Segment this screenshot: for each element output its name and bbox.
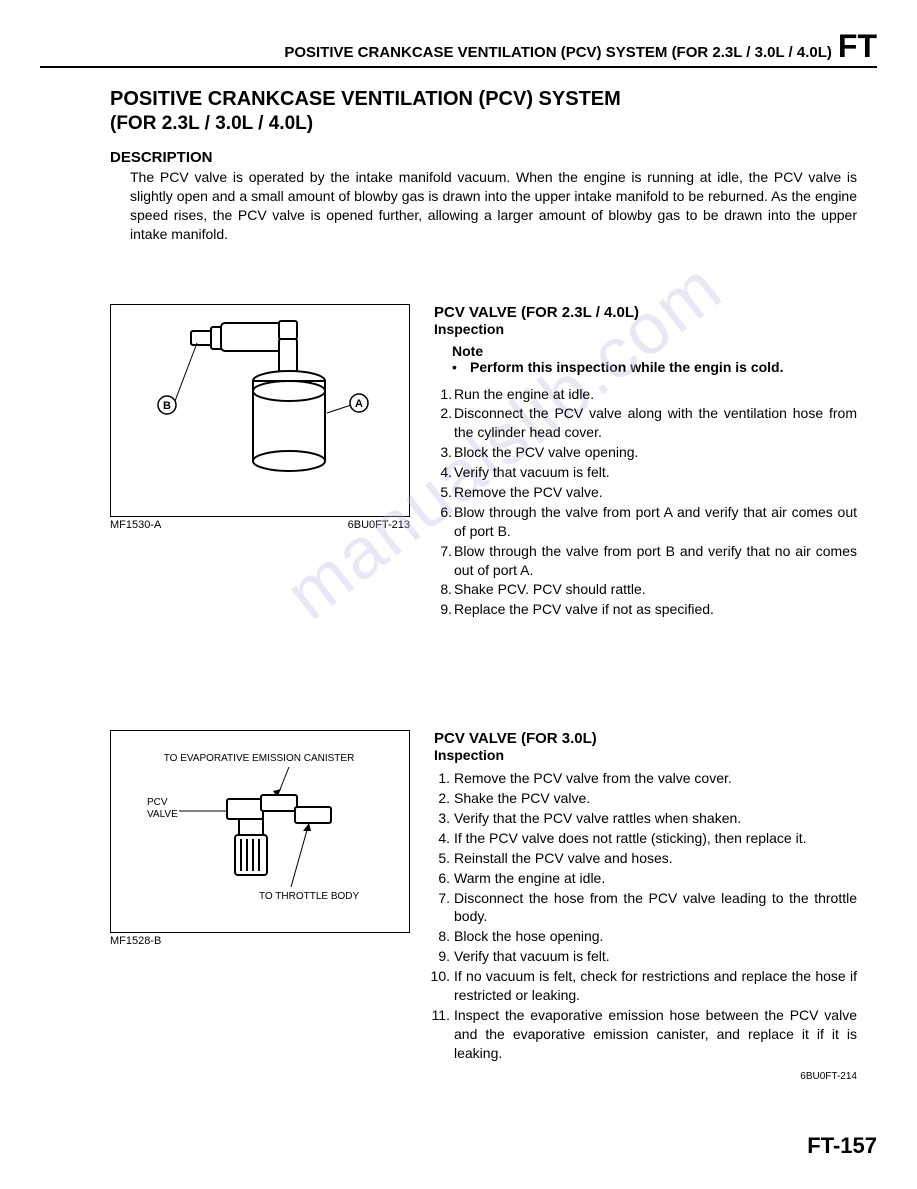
- step: Run the engine at idle.: [434, 385, 857, 404]
- section-1-text: PCV VALVE (FOR 2.3L / 4.0L) Inspection N…: [434, 304, 857, 621]
- section-1-heading: PCV VALVE (FOR 2.3L / 4.0L): [434, 304, 857, 321]
- pcv-valve-3l-diagram-icon: TO EVAPORATIVE EMISSION CANISTER: [119, 739, 399, 919]
- valve-label: VALVE: [147, 809, 178, 820]
- main-title: POSITIVE CRANKCASE VENTILATION (PCV) SYS…: [40, 88, 877, 111]
- pcv-valve-diagram-icon: A B: [119, 313, 399, 503]
- spacer: [40, 620, 877, 730]
- figure-2-box: TO EVAPORATIVE EMISSION CANISTER: [110, 730, 410, 933]
- section-2-steps: Remove the PCV valve from the valve cove…: [434, 769, 857, 1062]
- figure-2-column: TO EVAPORATIVE EMISSION CANISTER: [110, 730, 410, 947]
- figure-1-right-code: 6BU0FT-213: [348, 519, 410, 531]
- step: Inspect the evaporative emission hose be…: [434, 1006, 857, 1063]
- step: Verify that the PCV valve rattles when s…: [434, 809, 857, 828]
- section-2-heading: PCV VALVE (FOR 3.0L): [434, 730, 857, 747]
- header-code: FT: [838, 30, 877, 62]
- header-title: POSITIVE CRANKCASE VENTILATION (PCV) SYS…: [284, 44, 832, 61]
- label-b: B: [163, 400, 171, 412]
- page-number: FT-157: [807, 1133, 877, 1159]
- header-bar: POSITIVE CRANKCASE VENTILATION (PCV) SYS…: [40, 30, 877, 68]
- figure-1-caption: MF1530-A 6BU0FT-213: [110, 519, 410, 531]
- section-2: TO EVAPORATIVE EMISSION CANISTER: [40, 730, 877, 1081]
- bullet-icon: •: [452, 359, 462, 375]
- section-1-subheading: Inspection: [434, 321, 857, 337]
- step: Block the hose opening.: [434, 927, 857, 946]
- description-heading: DESCRIPTION: [40, 149, 877, 166]
- description-body: The PCV valve is operated by the intake …: [40, 168, 877, 244]
- step: Replace the PCV valve if not as specifie…: [434, 600, 857, 619]
- figure-2-left-code: MF1528-B: [110, 935, 161, 947]
- step: Block the PCV valve opening.: [434, 443, 857, 462]
- step: Reinstall the PCV valve and hoses.: [434, 849, 857, 868]
- step: Blow through the valve from port B and v…: [434, 542, 857, 580]
- step: Shake PCV. PCV should rattle.: [434, 580, 857, 599]
- section-2-subheading: Inspection: [434, 747, 857, 763]
- step: Verify that vacuum is felt.: [434, 463, 857, 482]
- step: If the PCV valve does not rattle (sticki…: [434, 829, 857, 848]
- section-1-steps: Run the engine at idle. Disconnect the P…: [434, 385, 857, 620]
- section-2-text: PCV VALVE (FOR 3.0L) Inspection Remove t…: [434, 730, 857, 1081]
- note-text: Perform this inspection while the engin …: [470, 359, 784, 375]
- step: Blow through the valve from port A and v…: [434, 503, 857, 541]
- section-1: A B MF1530-A 6BU0FT-213 PCV VALVE (FOR 2…: [40, 304, 877, 621]
- step: Shake the PCV valve.: [434, 789, 857, 808]
- step: Disconnect the hose from the PCV valve l…: [434, 889, 857, 927]
- figure-1-left-code: MF1530-A: [110, 519, 161, 531]
- note-block: Note • Perform this inspection while the …: [452, 343, 857, 375]
- canister-label: TO EVAPORATIVE EMISSION CANISTER: [164, 753, 355, 764]
- pcv-label: PCV: [147, 797, 168, 808]
- step: Verify that vacuum is felt.: [434, 947, 857, 966]
- subtitle: (FOR 2.3L / 3.0L / 4.0L): [40, 113, 877, 135]
- label-a: A: [355, 398, 363, 410]
- figure-1-column: A B MF1530-A 6BU0FT-213: [110, 304, 410, 531]
- step: Disconnect the PCV valve along with the …: [434, 404, 857, 442]
- reference-code: 6BU0FT-214: [434, 1071, 857, 1082]
- figure-1-box: A B: [110, 304, 410, 517]
- step: Warm the engine at idle.: [434, 869, 857, 888]
- note-label: Note: [452, 343, 857, 359]
- step: Remove the PCV valve.: [434, 483, 857, 502]
- figure-2-caption: MF1528-B: [110, 935, 410, 947]
- throttle-label: TO THROTTLE BODY: [259, 891, 360, 902]
- page: manualslib.com POSITIVE CRANKCASE VENTIL…: [0, 0, 917, 1189]
- step: If no vacuum is felt, check for restrict…: [434, 967, 857, 1005]
- step: Remove the PCV valve from the valve cove…: [434, 769, 857, 788]
